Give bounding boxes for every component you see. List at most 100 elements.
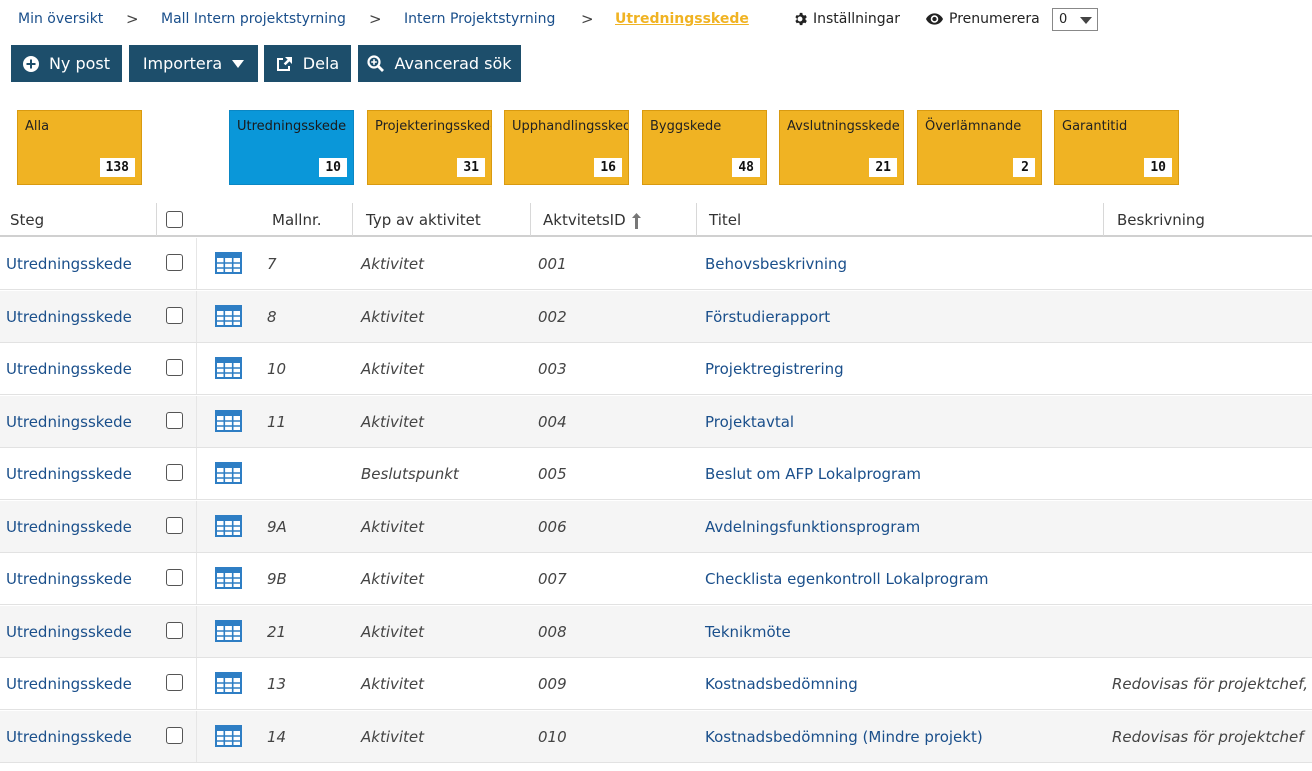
grid-icon[interactable]	[215, 409, 242, 436]
cell-titel[interactable]: Behovsbeskrivning	[705, 255, 848, 273]
cell-steg[interactable]: Utredningsskede	[6, 307, 132, 326]
column-header-beskrivning[interactable]: Beskrivning	[1117, 211, 1205, 229]
table-row[interactable]: Utredningsskede 10 Aktivitet 003 Projektregi…	[0, 343, 1312, 395]
table-row[interactable]: Utredningsskede 7 Aktivitet 001 Behovsbeskri…	[0, 238, 1312, 290]
grid-icon[interactable]	[215, 252, 242, 278]
cell-aktivitetsid: 006	[538, 517, 567, 536]
breadcrumb-item-min-oversikt[interactable]: Min översikt	[18, 11, 104, 27]
grid-icon[interactable]	[215, 724, 242, 751]
search-plus-icon	[367, 55, 385, 72]
table-row[interactable]: Utredningsskede 21 Aktivitet 008 Teknikmöte	[0, 605, 1312, 658]
stage-tile-projekteringsskede[interactable]: Projekteringsskede 31	[367, 110, 492, 185]
cell-aktivitetsid: 010	[538, 727, 567, 746]
table-row[interactable]: Utredningsskede 9A Aktivitet 006 Avdelningsf…	[0, 500, 1312, 553]
cell-aktivitetsid: 009	[538, 675, 567, 693]
table-row[interactable]: Utredningsskede 13 Aktivitet 009 Kostnadsbed…	[0, 658, 1312, 710]
table-header: Steg Mallnr. Typ av aktivitet AktvitetsI…	[0, 203, 1312, 237]
stage-tile-byggskede[interactable]: Byggskede 48	[642, 110, 767, 185]
row-divider	[196, 448, 197, 499]
new-post-button[interactable]: Ny post	[11, 45, 122, 82]
stage-tile-avslutningsskede[interactable]: Avslutningsskede 21	[779, 110, 904, 185]
cell-titel[interactable]: Teknikmöte	[705, 622, 791, 641]
grid-icon[interactable]	[215, 619, 242, 646]
row-checkbox[interactable]	[166, 569, 183, 586]
stage-tile-count: 10	[1144, 158, 1172, 177]
cell-steg[interactable]: Utredningsskede	[6, 517, 132, 536]
cell-titel[interactable]: Kostnadsbedömning (Mindre projekt)	[705, 727, 983, 746]
stage-tile-upphandlingsskede[interactable]: Upphandlingsskede 16	[504, 110, 629, 185]
table-row[interactable]: Utredningsskede 11 Aktivitet 004 Projektavta…	[0, 395, 1312, 448]
grid-icon[interactable]	[215, 567, 242, 593]
grid-icon[interactable]	[215, 514, 242, 541]
row-checkbox[interactable]	[166, 516, 183, 534]
share-button[interactable]: Dela	[264, 45, 351, 82]
column-divider	[352, 203, 353, 236]
row-divider	[196, 605, 197, 657]
cell-steg[interactable]: Utredningsskede	[6, 360, 132, 378]
select-all-checkbox[interactable]	[166, 211, 183, 228]
row-checkbox[interactable]	[166, 621, 183, 639]
grid-icon[interactable]	[215, 304, 242, 331]
table-row[interactable]: Utredningsskede 8 Aktivitet 002 Förstudierap…	[0, 290, 1312, 343]
column-divider	[1103, 203, 1104, 236]
subscribe-label: Prenumerera	[949, 11, 1040, 27]
grid-icon[interactable]	[215, 462, 242, 488]
stage-tile-label: Upphandlingsskede	[512, 119, 629, 134]
advanced-search-button[interactable]: Avancerad sök	[358, 45, 521, 82]
cell-mallnr: 14	[267, 727, 287, 746]
subscribe-select[interactable]: 0	[1052, 8, 1098, 31]
table-row[interactable]: Utredningsskede 14 Aktivitet 010 Kostnadsbed…	[0, 710, 1312, 763]
row-checkbox[interactable]	[166, 464, 183, 481]
column-header-aktivitetsid[interactable]: AktvitetsID	[543, 211, 641, 229]
cell-mallnr: 9B	[267, 570, 287, 588]
breadcrumb-item-intern[interactable]: Intern Projektstyrning	[404, 11, 556, 27]
import-button[interactable]: Importera	[129, 45, 258, 82]
subscribe-link[interactable]: Prenumerera	[926, 11, 1040, 27]
table-row[interactable]: Utredningsskede Beslutspunkt 005 Beslut om …	[0, 448, 1312, 500]
row-checkbox[interactable]	[166, 726, 183, 744]
column-header-typ[interactable]: Typ av aktivitet	[366, 211, 481, 229]
cell-steg[interactable]: Utredningsskede	[6, 255, 132, 273]
cell-titel[interactable]: Projektavtal	[705, 412, 795, 431]
table-row[interactable]: Utredningsskede 9B Aktivitet 007 Checklista …	[0, 553, 1312, 605]
cell-titel[interactable]: Kostnadsbedömning	[705, 675, 858, 693]
row-checkbox[interactable]	[166, 674, 183, 691]
stage-tile-utredningsskede[interactable]: Utredningsskede 10	[229, 110, 354, 185]
column-header-titel[interactable]: Titel	[709, 211, 742, 229]
cell-titel[interactable]: Avdelningsfunktionsprogram	[705, 517, 921, 536]
row-checkbox[interactable]	[166, 254, 183, 271]
cell-steg[interactable]: Utredningsskede	[6, 622, 132, 641]
cell-steg[interactable]: Utredningsskede	[6, 570, 132, 588]
cell-steg[interactable]: Utredningsskede	[6, 675, 132, 693]
stage-tile-garantitid[interactable]: Garantitid 10	[1054, 110, 1179, 185]
cell-titel[interactable]: Checklista egenkontroll Lokalprogram	[705, 570, 989, 588]
cell-typ: Beslutspunkt	[361, 465, 459, 483]
cell-mallnr: 8	[267, 307, 277, 326]
stage-tile-count: 138	[99, 158, 135, 177]
row-checkbox[interactable]	[166, 359, 183, 376]
row-checkbox[interactable]	[166, 306, 183, 324]
cell-steg[interactable]: Utredningsskede	[6, 412, 132, 431]
cell-steg[interactable]: Utredningsskede	[6, 727, 132, 746]
cell-aktivitetsid: 005	[538, 465, 567, 483]
stage-tile-alla[interactable]: Alla 138	[17, 110, 142, 185]
column-header-mallnr[interactable]: Mallnr.	[272, 211, 322, 229]
row-divider	[196, 500, 197, 552]
cell-titel[interactable]: Projektregistrering	[705, 360, 844, 378]
cell-steg[interactable]: Utredningsskede	[6, 465, 132, 483]
subscribe-select-value: 0	[1059, 12, 1068, 27]
column-header-steg[interactable]: Steg	[10, 211, 45, 229]
stage-tile-label: Överlämnande	[925, 119, 1022, 134]
cell-aktivitetsid: 008	[538, 622, 567, 641]
breadcrumb-current[interactable]: Utredningsskede	[615, 11, 749, 27]
settings-link[interactable]: Inställningar	[793, 11, 900, 27]
new-post-label: Ny post	[48, 54, 111, 73]
grid-icon[interactable]	[215, 357, 242, 383]
breadcrumb-item-mall[interactable]: Mall Intern projektstyrning	[161, 11, 346, 27]
row-checkbox[interactable]	[166, 411, 183, 429]
cell-titel[interactable]: Beslut om AFP Lokalprogram	[705, 465, 921, 483]
row-divider	[196, 658, 197, 709]
cell-titel[interactable]: Förstudierapport	[705, 307, 831, 326]
grid-icon[interactable]	[215, 672, 242, 698]
stage-tile-overlamnande[interactable]: Överlämnande 2	[917, 110, 1042, 185]
